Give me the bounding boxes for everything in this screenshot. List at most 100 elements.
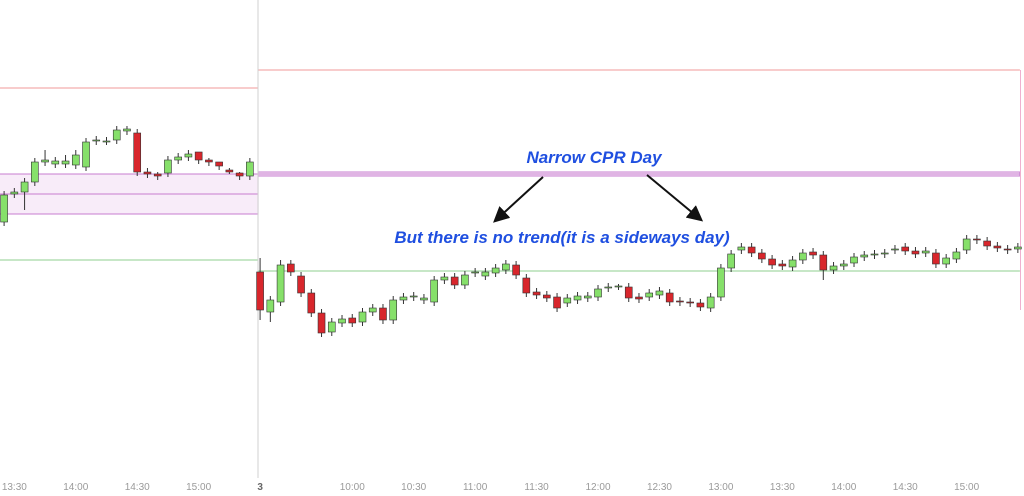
candle-body (973, 238, 981, 241)
x-tick-label: 11:30 (524, 482, 549, 493)
candle-body (409, 295, 418, 298)
candle-body (133, 132, 142, 173)
candle-body (645, 292, 654, 298)
candle-body (420, 297, 428, 301)
candle-body (317, 312, 326, 334)
candle-body (440, 276, 449, 281)
candle-body (850, 256, 858, 264)
candle-body (20, 181, 29, 193)
candle-body (123, 128, 131, 132)
candle-body (41, 159, 49, 163)
x-tick-label: 14:00 (831, 482, 856, 493)
candle-body (839, 263, 848, 267)
candle-body (0, 194, 8, 223)
candle-body (1003, 248, 1012, 251)
candle-body (338, 318, 346, 324)
x-tick-label: 3 (257, 482, 263, 493)
candle-body (717, 267, 725, 298)
candle-body (799, 252, 807, 261)
candle-body (153, 173, 162, 177)
candle-body (604, 286, 613, 289)
candle-body (276, 264, 285, 303)
candle-body (665, 292, 674, 303)
candle-body (225, 169, 234, 173)
candle-body (379, 307, 387, 321)
candle-body (860, 254, 869, 258)
candle-body (92, 139, 101, 142)
arrow (646, 174, 704, 222)
candle-body (768, 258, 776, 266)
candle-body (82, 141, 90, 168)
candle-body (174, 156, 182, 161)
candle-body (758, 252, 766, 260)
x-tick-label: 13:00 (708, 482, 733, 493)
candle-body (61, 160, 70, 165)
x-tick-label: 10:30 (401, 482, 426, 493)
arrow (493, 176, 544, 223)
candle-body (205, 159, 213, 163)
candle-body (553, 296, 561, 309)
x-tick-label: 14:30 (125, 482, 150, 493)
candle-body (911, 250, 920, 255)
candle-body (71, 154, 80, 166)
candle-body (983, 240, 991, 247)
candle-body (573, 295, 582, 301)
candle-body (543, 294, 551, 299)
candle-body (696, 302, 705, 308)
candle-body (880, 252, 889, 255)
candle-body (297, 275, 305, 294)
candle-body (788, 259, 797, 268)
x-tick-label: 12:00 (586, 482, 611, 493)
candle-body (235, 172, 244, 177)
candle-body (993, 245, 1002, 249)
candle-body (358, 311, 367, 323)
candle-body (502, 263, 510, 271)
candle-body (706, 296, 715, 309)
candle-body (594, 288, 602, 298)
candle-body (921, 250, 930, 254)
candle-body (348, 317, 357, 324)
candle-body (256, 271, 264, 311)
candle-body (399, 296, 408, 301)
candle-body (655, 290, 664, 296)
candle-body (522, 277, 531, 294)
candle-body (563, 297, 572, 304)
candle-body (327, 321, 336, 333)
x-tick-label: 10:00 (340, 482, 365, 493)
x-tick-label: 14:30 (893, 482, 918, 493)
candle-body (737, 246, 746, 251)
candle-body (102, 140, 111, 143)
candle-body (727, 253, 735, 269)
candle-body (532, 291, 541, 296)
candle-body (942, 257, 950, 265)
x-axis: 13:30 14:00 14:30 15:00 3 10:00 10:30 11:00 11:3… (2, 482, 980, 493)
annotation: Narrow CPR Day (526, 148, 663, 167)
candle-body (246, 161, 254, 177)
candle-body (932, 252, 940, 265)
candle-body (194, 151, 203, 161)
candle-body (164, 159, 172, 174)
x-tick-label: 15:00 (186, 482, 211, 493)
candle-body (809, 251, 817, 256)
candles (0, 126, 1022, 337)
x-tick-label: 11:00 (463, 482, 488, 493)
candle-body (870, 253, 879, 256)
candle-body (778, 263, 787, 267)
candle-body (266, 299, 275, 313)
candle-body (450, 276, 459, 286)
candle-body (901, 246, 910, 252)
candle-body (952, 251, 961, 260)
candle-body (471, 271, 479, 274)
candle-body (143, 171, 152, 175)
x-tick-label: 15:00 (954, 482, 979, 493)
candle-body (287, 263, 295, 273)
annotation: But there is no trend(it is a sideways d… (394, 228, 730, 247)
candle-body (962, 238, 971, 251)
candle-body (676, 300, 684, 303)
candle-body (461, 274, 469, 286)
candle-body (215, 161, 223, 167)
candle-body (583, 295, 592, 299)
candle-body (112, 129, 121, 141)
